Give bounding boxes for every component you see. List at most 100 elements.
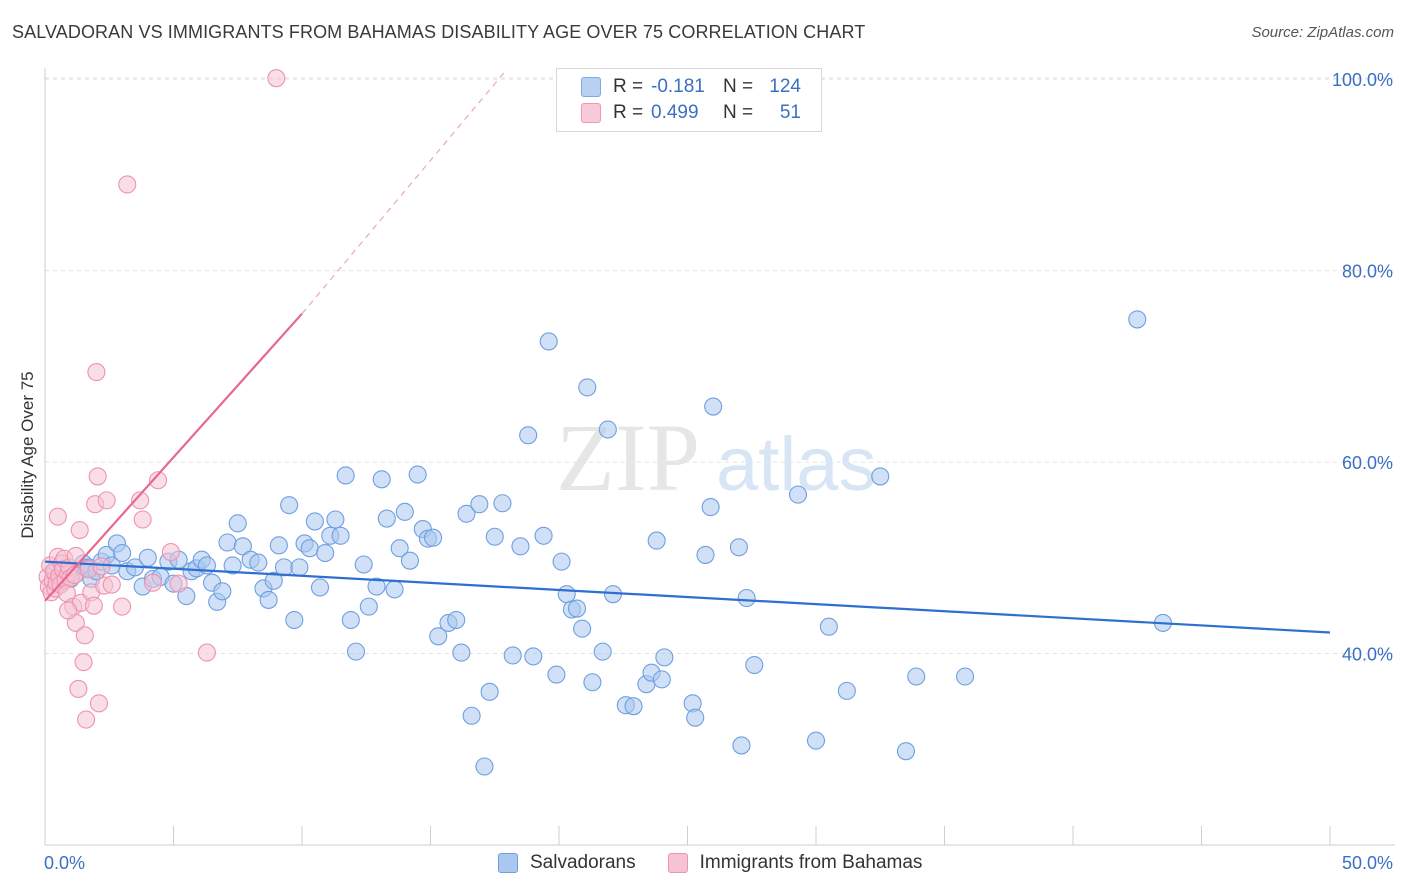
point-bahamas (87, 363, 106, 382)
axes (44, 68, 1395, 846)
point-salvadoran (732, 736, 751, 755)
point-salvadoran (249, 553, 268, 572)
point-salvadoran (871, 467, 890, 486)
trend-lines (44, 71, 1331, 634)
y-tick-label: 40.0% (1342, 645, 1393, 665)
point-salvadoran (519, 426, 538, 445)
point-salvadoran (457, 504, 476, 523)
point-bahamas (75, 626, 94, 645)
watermark-zip: ZIP (556, 404, 700, 511)
point-salvadoran (819, 617, 838, 636)
point-salvadoran (647, 531, 666, 550)
data-points (38, 69, 1172, 776)
bottom-legend: Salvadorans Immigrants from Bahamas (498, 852, 954, 874)
bottom-legend-salvadorans[interactable]: Salvadorans (498, 852, 636, 874)
point-salvadoran (493, 494, 512, 513)
point-salvadoran (701, 498, 720, 517)
point-bahamas (102, 575, 121, 594)
legend-n-label: N = (723, 102, 754, 123)
point-salvadoran (729, 538, 748, 557)
legend-swatch-salvadorans (581, 77, 601, 97)
point-bahamas (59, 601, 78, 620)
point-bahamas (267, 69, 286, 88)
point-salvadoran (557, 585, 576, 604)
point-salvadoran (462, 706, 481, 725)
y-tick-label: 60.0% (1342, 453, 1393, 473)
point-salvadoran (567, 599, 587, 618)
point-salvadoran (305, 512, 324, 531)
x-tick-label-max: 50.0% (1342, 853, 1393, 873)
trend-line-salvadorans (44, 560, 1331, 634)
point-salvadoran (228, 514, 247, 533)
point-salvadoran (390, 539, 409, 558)
point-salvadoran (652, 670, 671, 689)
point-bahamas (84, 596, 103, 615)
bottom-legend-bahamas[interactable]: Immigrants from Bahamas (667, 852, 922, 874)
point-salvadoran (696, 545, 715, 564)
legend-r-label: R = (613, 102, 644, 123)
point-bahamas (161, 543, 180, 562)
point-bahamas (113, 597, 132, 616)
point-salvadoran (377, 509, 396, 528)
legend-r-value: -0.181 (651, 76, 705, 97)
point-salvadoran (233, 537, 252, 556)
point-salvadoran (218, 533, 237, 552)
point-salvadoran (346, 642, 366, 661)
point-salvadoran (354, 555, 373, 574)
point-salvadoran (593, 642, 612, 661)
point-bahamas (89, 694, 109, 713)
point-salvadoran (290, 558, 309, 577)
point-salvadoran (475, 757, 494, 776)
point-salvadoran (424, 528, 443, 547)
point-salvadoran (511, 537, 530, 556)
point-salvadoran (447, 610, 466, 630)
bottom-legend-swatch-bahamas (667, 853, 688, 873)
point-salvadoran (259, 590, 278, 609)
point-salvadoran (395, 502, 414, 521)
trend-line-bahamas (44, 312, 303, 602)
point-salvadoran (598, 420, 617, 439)
watermark: ZIP atlas (556, 404, 877, 511)
legend-n-value: 124 (769, 76, 801, 97)
point-bahamas (69, 679, 88, 699)
point-salvadoran (274, 558, 294, 577)
point-salvadoran (788, 485, 808, 504)
point-salvadoran (264, 571, 283, 590)
point-bahamas (118, 175, 137, 194)
point-salvadoran (686, 708, 705, 727)
point-salvadoran (269, 536, 288, 555)
point-salvadoran (552, 552, 571, 571)
legend-row-bahamas: R = 0.499 N = 51 (581, 100, 801, 126)
point-salvadoran (452, 643, 471, 662)
point-salvadoran (300, 539, 319, 558)
legend-r-value: 0.499 (651, 102, 699, 123)
point-salvadoran (316, 543, 335, 563)
point-bahamas (143, 573, 162, 592)
point-salvadoran (907, 667, 926, 686)
point-salvadoran (223, 556, 242, 575)
point-salvadoran (285, 610, 304, 630)
chart-title: SALVADORAN VS IMMIGRANTS FROM BAHAMAS DI… (12, 22, 866, 42)
point-salvadoran (138, 548, 157, 567)
point-salvadoran (480, 682, 499, 701)
point-salvadoran (624, 697, 643, 716)
y-tick-label: 100.0% (1332, 70, 1393, 90)
point-salvadoran (896, 742, 916, 761)
point-salvadoran (583, 673, 602, 692)
point-salvadoran (331, 526, 350, 545)
point-salvadoran (429, 627, 448, 646)
point-bahamas (97, 491, 116, 510)
point-salvadoran (524, 647, 543, 666)
point-salvadoran (213, 582, 232, 601)
y-axis-title: Disability Age Over 75 (18, 371, 37, 538)
point-bahamas (92, 557, 111, 576)
point-bahamas (74, 653, 93, 672)
point-salvadoran (372, 470, 391, 489)
point-salvadoran (470, 495, 489, 514)
point-salvadoran (326, 510, 345, 529)
source-label: Source: ZipAtlas.com (1251, 24, 1394, 41)
point-salvadoran (503, 646, 522, 665)
point-salvadoran (1128, 310, 1147, 329)
x-tick-label-min: 0.0% (44, 853, 85, 873)
